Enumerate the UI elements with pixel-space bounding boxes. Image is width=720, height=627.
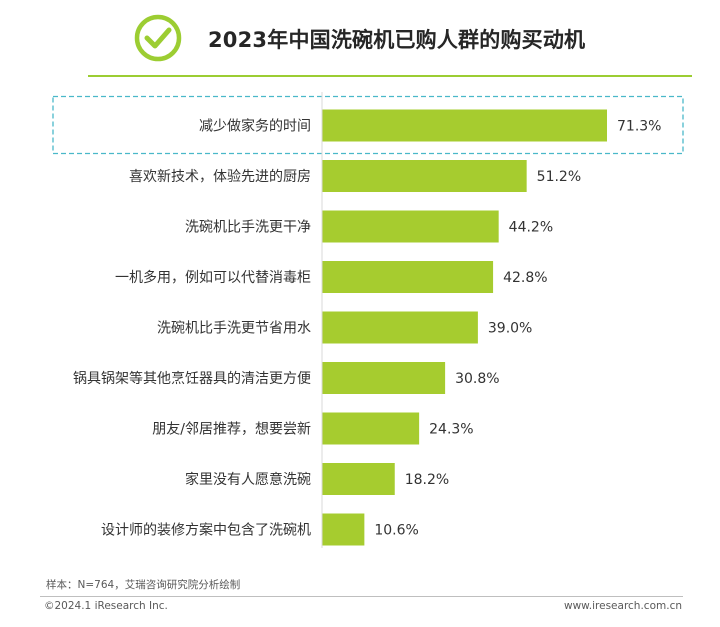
check-circle-icon bbox=[134, 14, 182, 62]
bar bbox=[322, 362, 446, 394]
category-label: 设计师的装修方案中包含了洗碗机 bbox=[101, 522, 311, 539]
category-label: 减少做家务的时间 bbox=[199, 118, 311, 135]
category-label: 朋友/邻居推荐，想要尝新 bbox=[152, 422, 311, 438]
footer-divider bbox=[40, 596, 683, 597]
value-label: 39.0% bbox=[488, 321, 532, 337]
website-text: www.iresearch.com.cn bbox=[563, 600, 682, 612]
bar bbox=[322, 513, 365, 546]
value-label: 30.8% bbox=[455, 371, 499, 387]
bar-chart: 减少做家务的时间 71.3% 喜欢新技术，体验先进的厨房 51.2% 洗碗机比手洗更干净… bbox=[52, 92, 684, 548]
category-label: 喜欢新技术，体验先进的厨房 bbox=[129, 169, 311, 185]
header: 2023年中国洗碗机已购人群的购买动机 bbox=[0, 0, 720, 80]
title-underline bbox=[88, 75, 692, 77]
category-label: 洗碗机比手洗更节省用水 bbox=[157, 321, 311, 337]
bar bbox=[322, 160, 527, 192]
category-label: 一机多用，例如可以代替消毒柜 bbox=[115, 269, 311, 286]
value-label: 71.3% bbox=[617, 119, 661, 135]
sample-footnote: 样本：N=764，艾瑞咨询研究院分析绘制 bbox=[46, 579, 241, 591]
bar bbox=[322, 412, 420, 445]
value-label: 42.8% bbox=[503, 270, 547, 286]
copyright-text: ©2024.1 iResearch Inc. bbox=[44, 600, 168, 612]
value-label: 10.6% bbox=[374, 523, 418, 539]
value-label: 51.2% bbox=[537, 169, 581, 185]
value-label: 18.2% bbox=[405, 472, 449, 488]
chart-title: 2023年中国洗碗机已购人群的购买动机 bbox=[208, 28, 586, 52]
category-label: 锅具锅架等其他烹饪器具的清洁更方便 bbox=[73, 370, 311, 387]
value-label: 44.2% bbox=[509, 220, 553, 236]
value-label: 24.3% bbox=[429, 422, 473, 438]
bar bbox=[322, 311, 478, 344]
category-label: 家里没有人愿意洗碗 bbox=[185, 471, 311, 488]
bar bbox=[322, 210, 499, 243]
highlight-box bbox=[52, 95, 684, 155]
bar bbox=[322, 261, 494, 293]
bar bbox=[322, 109, 607, 142]
bar bbox=[322, 463, 395, 495]
category-label: 洗碗机比手洗更干净 bbox=[185, 220, 311, 236]
